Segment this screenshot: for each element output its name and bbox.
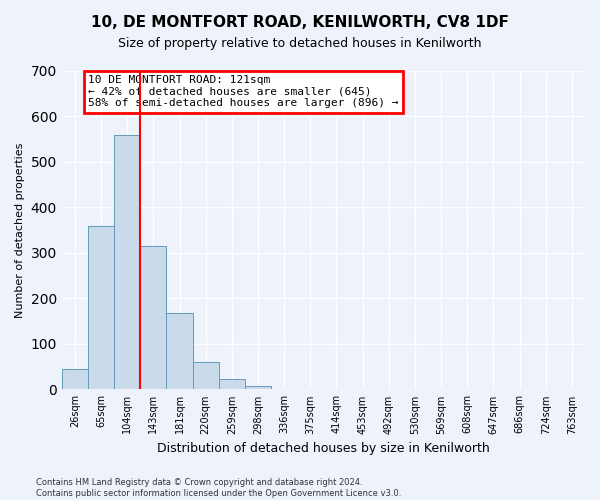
Bar bbox=[323, 388, 350, 390]
Bar bbox=[62, 369, 88, 390]
Text: 10 DE MONTFORT ROAD: 121sqm
← 42% of detached houses are smaller (645)
58% of se: 10 DE MONTFORT ROAD: 121sqm ← 42% of det… bbox=[88, 75, 398, 108]
Text: Size of property relative to detached houses in Kenilworth: Size of property relative to detached ho… bbox=[118, 38, 482, 51]
Bar bbox=[140, 246, 166, 390]
Bar bbox=[219, 380, 245, 390]
Bar bbox=[559, 388, 585, 390]
Text: Contains HM Land Registry data © Crown copyright and database right 2024.
Contai: Contains HM Land Registry data © Crown c… bbox=[36, 478, 401, 498]
Y-axis label: Number of detached properties: Number of detached properties bbox=[15, 142, 25, 318]
Text: 10, DE MONTFORT ROAD, KENILWORTH, CV8 1DF: 10, DE MONTFORT ROAD, KENILWORTH, CV8 1D… bbox=[91, 15, 509, 30]
Bar bbox=[245, 386, 271, 390]
Bar bbox=[402, 388, 428, 390]
Bar bbox=[271, 388, 297, 390]
Bar bbox=[114, 135, 140, 390]
X-axis label: Distribution of detached houses by size in Kenilworth: Distribution of detached houses by size … bbox=[157, 442, 490, 455]
Bar bbox=[193, 362, 219, 390]
Bar bbox=[88, 226, 114, 390]
Bar bbox=[166, 313, 193, 390]
